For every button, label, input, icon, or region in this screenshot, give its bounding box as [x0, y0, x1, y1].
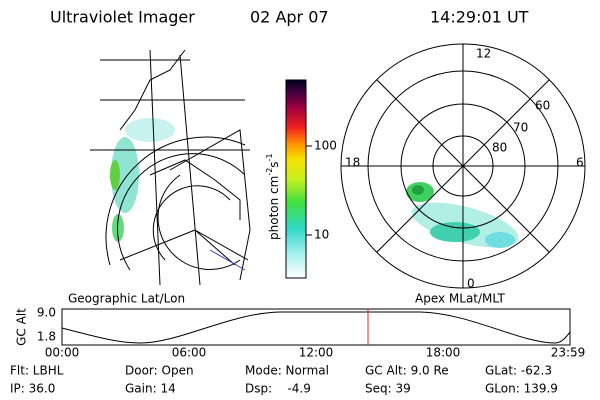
footer-field: Dsp: -4.9: [245, 382, 311, 396]
y-label: GC Alt: [15, 308, 29, 346]
footer-field: GLat: -62.3: [485, 364, 552, 378]
polar-plot: 12 18 6 0 60 70 80 Apex MLat/MLT: [340, 43, 586, 306]
polar-label: Apex MLat/MLT: [415, 292, 505, 306]
lat-label: 60: [535, 99, 550, 113]
x-tick-label: 00:00: [45, 346, 80, 360]
footer-field: GC Alt: 9.0 Re: [365, 364, 449, 378]
x-tick-label: 23:59: [551, 346, 586, 360]
footer-field: Gain: 14: [125, 382, 176, 396]
footer-field: IP: 36.0: [10, 382, 55, 396]
unit: photon cm: [267, 176, 281, 240]
colorbar-tick: 100: [314, 139, 337, 153]
unit: s: [267, 161, 281, 167]
geo-label: Geographic Lat/Lon: [68, 292, 185, 306]
title: Ultraviolet Imager: [50, 8, 195, 27]
time: 14:29:01 UT: [430, 8, 529, 27]
header: Ultraviolet Imager 02 Apr 07 14:29:01 UT: [50, 8, 529, 27]
colorbar: 100 10 photon cm-2s-1: [265, 79, 337, 279]
colorbar-tick: 10: [314, 228, 329, 242]
exp: -2: [265, 168, 274, 176]
altitude-plot: GC Alt 9.0 1.8 00:00 06:00 12:00 18:00 2…: [15, 306, 586, 360]
footer-field: Seq: 39: [365, 382, 411, 396]
footer-field: Mode: Normal: [245, 364, 329, 378]
date: 02 Apr 07: [250, 8, 329, 27]
colorbar-unit: photon cm-2s-1: [265, 153, 281, 240]
x-tick-label: 12:00: [299, 346, 334, 360]
mlt-label: 18: [345, 156, 360, 170]
footer-field: Flt: LBHL: [10, 364, 64, 378]
footer-field: GLon: 139.9: [485, 382, 558, 396]
exp: -1: [265, 153, 274, 161]
footer-field: Door: Open: [125, 364, 194, 378]
lat-label: 80: [492, 141, 507, 155]
lat-label: 70: [513, 121, 528, 135]
footer: Flt: LBHL Door: Open Mode: Normal GC Alt: 9…: [10, 364, 558, 396]
mlt-label: 6: [576, 156, 584, 170]
mlt-label: 12: [476, 47, 491, 61]
geo-map: Geographic Lat/Lon: [68, 49, 251, 306]
y-tick-label: 9.0: [37, 306, 56, 320]
y-tick-label: 1.8: [37, 330, 56, 344]
x-tick-label: 06:00: [172, 346, 207, 360]
mlt-label: 0: [467, 277, 475, 291]
x-tick-label: 18:00: [426, 346, 461, 360]
